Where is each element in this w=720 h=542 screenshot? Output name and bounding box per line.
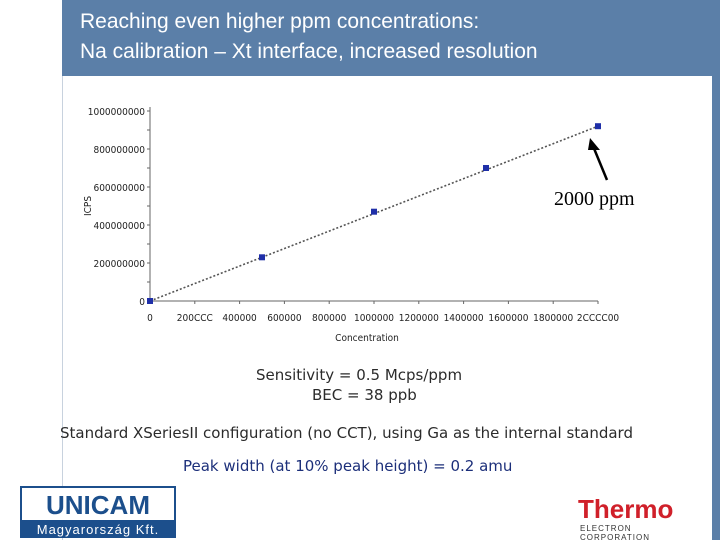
x-tick-label: 1600000 [488, 313, 528, 324]
x-tick-label: 200CCC [177, 313, 213, 324]
data-point [595, 123, 601, 130]
thermo-logo-text: Thermo [578, 494, 674, 524]
data-point [259, 254, 265, 261]
title-band [62, 0, 720, 76]
y-tick-label: 1000000000 [88, 107, 146, 118]
y-tick-label: 800000000 [93, 145, 145, 156]
unicam-logo-mark: UNICAM [20, 486, 176, 522]
slide-title-line-2: Na calibration – Xt interface, increased… [80, 40, 538, 63]
peak-width-text: Peak width (at 10% peak height) = 0.2 am… [183, 457, 513, 475]
unicam-subtitle: Magyarország Kft. [36, 522, 160, 537]
unicam-subtitle-band: Magyarország Kft. [20, 522, 176, 538]
unicam-logo-text: UNICAM [46, 490, 150, 520]
y-tick-label: 0 [139, 297, 145, 308]
unicam-logo: UNICAM Magyarország Kft. [20, 486, 176, 538]
data-point [147, 298, 153, 304]
x-tick-label: 400000 [222, 313, 257, 324]
x-tick-label: 1200000 [399, 313, 439, 324]
right-band [712, 76, 720, 540]
bec-text: BEC = 38 ppb [312, 386, 417, 404]
x-tick-label: 1800000 [533, 313, 573, 324]
chart-marks [147, 123, 601, 304]
x-axis-label: Concentration [335, 333, 399, 344]
sensitivity-text: Sensitivity = 0.5 Mcps/ppm [256, 366, 463, 384]
x-tick-label: 800000 [312, 313, 347, 324]
thermo-logo-sub: ELECTRON CORPORATION [580, 524, 650, 542]
y-axis-label: ICPS [83, 196, 94, 216]
annotation-arrow [591, 145, 609, 181]
data-point [483, 165, 489, 171]
y-tick-label: 600000000 [93, 183, 145, 194]
annotation-arrowhead [588, 138, 600, 150]
x-tick-label: 0 [147, 313, 153, 324]
slide-title-line-1: Reaching even higher ppm concentrations: [80, 10, 480, 33]
data-point [371, 208, 377, 215]
x-tick-label: 600000 [267, 313, 302, 324]
x-tick-label: 1000000 [354, 313, 394, 324]
x-tick-label: 1400000 [444, 313, 484, 324]
y-tick-label: 400000000 [93, 221, 145, 232]
y-tick-label: 200000000 [93, 259, 145, 270]
chart-axes: 0 200000000 400000000 600000000 800000000 100… [88, 107, 620, 324]
annotation-2000ppm: 2000 ppm [554, 188, 635, 210]
slide-panel [62, 76, 720, 540]
config-text: Standard XSeriesII configuration (no CCT… [60, 424, 633, 442]
thermo-logo: Thermo ELECTRON CORPORATION [578, 494, 698, 542]
x-tick-label: 2CCCC00 [577, 313, 620, 324]
